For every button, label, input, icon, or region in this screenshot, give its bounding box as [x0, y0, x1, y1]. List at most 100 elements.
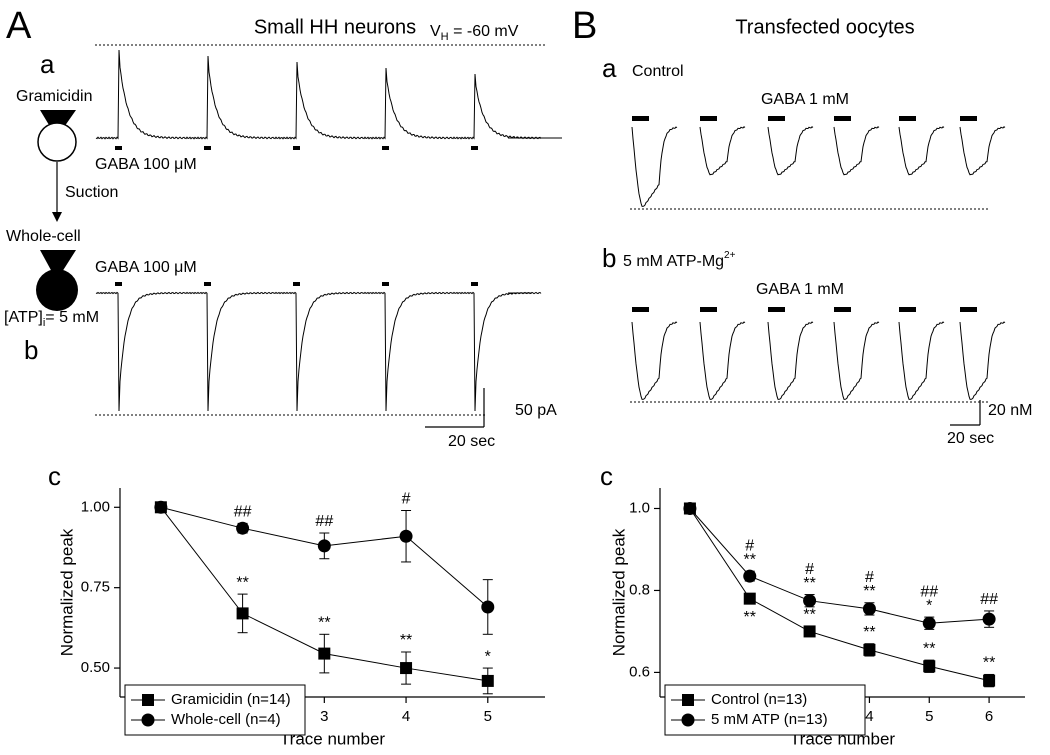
significance: **	[803, 607, 815, 624]
atp-rest: = 5 mM	[45, 309, 99, 326]
trace	[273, 291, 364, 412]
stimulus-bar	[768, 116, 785, 121]
trace	[184, 55, 275, 140]
panel-title: Small HH neurons	[254, 16, 416, 38]
x-tick-label: 4	[402, 708, 410, 725]
marker	[983, 674, 996, 687]
significance: **	[923, 640, 935, 657]
trace	[184, 291, 275, 412]
atp-main: 5 mM ATP-Mg	[623, 253, 724, 270]
trace	[898, 321, 945, 400]
x-tick-label: 6	[985, 708, 993, 725]
marker	[862, 602, 876, 616]
stimulus-bar	[632, 116, 649, 121]
significance: **	[863, 583, 875, 600]
marker	[481, 674, 494, 687]
condition-label: 5 mM ATP-Mg2+	[623, 250, 736, 271]
stimulus-bar	[382, 146, 389, 150]
marker	[317, 539, 331, 553]
legend-box	[124, 684, 306, 736]
sub-label: c	[600, 461, 613, 491]
significance: **	[744, 609, 756, 626]
trace	[95, 49, 186, 140]
cell	[36, 269, 78, 311]
sub-label: a	[602, 53, 617, 83]
stimulus-bar	[834, 116, 851, 121]
marker	[318, 647, 331, 660]
trace	[273, 61, 364, 140]
sub-label: c	[48, 461, 61, 491]
y-axis-label: Normalized peak	[57, 528, 76, 656]
atp-main: [ATP]	[4, 309, 43, 326]
significance: **	[983, 655, 995, 672]
marker	[683, 501, 697, 515]
y-tick-label: 0.6	[629, 663, 650, 680]
legend-marker	[682, 694, 694, 706]
significance: #	[865, 569, 874, 586]
config-label: Gramicidin	[16, 88, 92, 105]
trace	[898, 126, 945, 176]
series-line	[689, 508, 990, 682]
legend-marker	[141, 713, 155, 727]
stimulus-bar	[960, 307, 977, 312]
stimulus-bar	[700, 307, 717, 312]
significance: #	[805, 561, 814, 578]
pipette	[40, 250, 76, 272]
significance: *	[485, 648, 491, 665]
sub-label: b	[602, 243, 616, 273]
marker	[922, 616, 936, 630]
significance: *	[926, 597, 932, 614]
legend-label: Whole-cell (n=4)	[171, 711, 281, 728]
significance: ##	[980, 591, 998, 608]
trace	[95, 291, 186, 412]
scale-label: 20 sec	[448, 433, 495, 450]
significance: #	[402, 491, 411, 508]
scale-label: 20 sec	[947, 430, 994, 447]
marker	[863, 643, 876, 656]
significance: **	[863, 624, 875, 641]
legend-marker	[142, 694, 154, 706]
stimulus-bar	[204, 282, 211, 286]
y-tick-label: 1.00	[81, 498, 110, 515]
trace	[833, 126, 880, 176]
stimulus-bar	[293, 282, 300, 286]
marker	[154, 500, 168, 514]
trace	[959, 321, 1006, 400]
holding-potential: VH = -60 mV	[430, 23, 519, 43]
significance: #	[745, 537, 754, 554]
atp-sub: i	[43, 317, 45, 329]
trace	[699, 321, 746, 400]
legend-marker	[681, 713, 695, 727]
marker	[399, 529, 413, 543]
stimulus-bar	[632, 307, 649, 312]
arrow-head	[52, 212, 62, 222]
step-label: Suction	[65, 184, 118, 201]
marker	[743, 569, 757, 583]
marker	[803, 625, 816, 638]
stimulus-label: GABA 100 μM	[95, 259, 197, 276]
trace	[451, 291, 542, 412]
legend-label: Control (n=13)	[711, 691, 807, 708]
significance: **	[803, 575, 815, 592]
marker	[400, 662, 413, 675]
stimulus-bar	[471, 282, 478, 286]
marker	[236, 521, 250, 535]
stimulus-bar	[834, 307, 851, 312]
significance: **	[400, 632, 412, 649]
sub-label: b	[24, 335, 38, 365]
marker	[481, 600, 495, 614]
trace	[451, 73, 542, 140]
x-axis-label: Trace number	[280, 729, 386, 748]
stimulus-bar	[899, 116, 916, 121]
stimulus-bar	[293, 146, 300, 150]
panel-title: Transfected oocytes	[735, 16, 914, 38]
x-tick-label: 5	[484, 708, 492, 725]
scale-label: 20 nM	[988, 402, 1032, 419]
significance: **	[744, 551, 756, 568]
stimulus-bar	[899, 307, 916, 312]
y-axis-label: Normalized peak	[609, 528, 628, 656]
marker	[803, 594, 817, 608]
trace	[362, 291, 453, 412]
stimulus-label: GABA 1 mM	[756, 281, 844, 298]
